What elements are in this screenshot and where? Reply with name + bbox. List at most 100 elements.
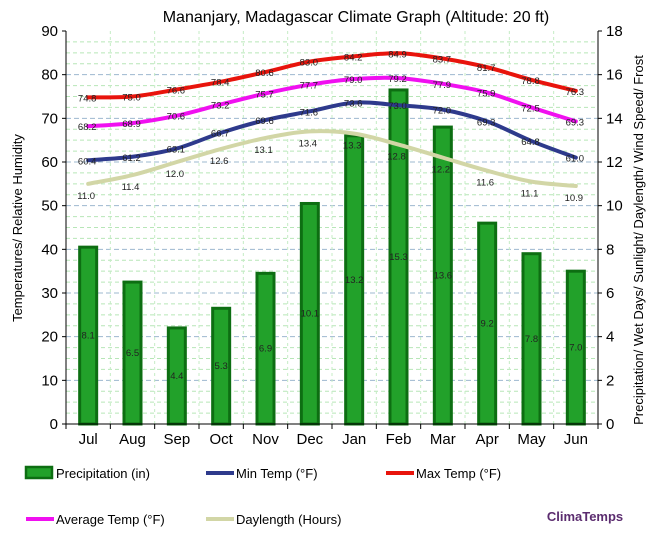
precipitation-value-label: 13.6: [434, 271, 453, 282]
max-value-label: 83.0: [300, 58, 319, 69]
precipitation-value-label: 8.1: [82, 331, 95, 342]
max-value-label: 84.2: [344, 52, 363, 63]
right-tick-label: 18: [606, 23, 623, 40]
max-value-label: 84.9: [388, 49, 407, 60]
right-tick-label: 16: [606, 67, 623, 84]
daylength-value-label: 12.6: [210, 156, 229, 167]
min-value-label: 69.3: [477, 117, 496, 128]
precipitation-value-label: 9.2: [481, 319, 494, 330]
max-value-label: 75.0: [122, 93, 141, 104]
climatemps-watermark: ClimaTemps: [547, 509, 623, 524]
x-tick-label: Jul: [79, 431, 98, 448]
daylength-value-label: 12.0: [166, 169, 185, 180]
daylength-value-label: 11.1: [521, 189, 539, 200]
legend-label: Min Temp (°F): [236, 466, 318, 481]
precipitation-value-label: 7.8: [525, 334, 538, 345]
x-tick-label: Mar: [430, 431, 456, 448]
daylength-value-label: 12.2: [432, 165, 451, 176]
precipitation-value-label: 6.5: [126, 348, 139, 359]
daylength-value-label: 12.8: [387, 152, 406, 163]
legend-item: Min Temp (°F): [206, 466, 318, 481]
x-tick-label: Jun: [564, 431, 588, 448]
daylength-value-label: 10.9: [565, 193, 584, 204]
x-tick-label: Oct: [209, 431, 233, 448]
chart-title: Mananjary, Madagascar Climate Graph (Alt…: [163, 9, 550, 26]
grid: [66, 31, 598, 424]
max-line: [86, 51, 578, 100]
max-value-label: 74.8: [78, 93, 97, 104]
x-tick-label: Dec: [296, 431, 323, 448]
min-value-label: 71.6: [300, 107, 319, 118]
average-value-label: 70.6: [167, 112, 186, 123]
right-tick-label: 0: [606, 416, 614, 433]
legend-label: Precipitation (in): [56, 466, 150, 481]
max-value-label: 83.7: [433, 55, 452, 66]
max-value-label: 80.6: [255, 68, 274, 79]
min-value-label: 60.4: [78, 156, 97, 167]
left-tick-label: 80: [41, 67, 58, 84]
left-tick-label: 30: [41, 285, 58, 302]
x-tick-label: Apr: [475, 431, 498, 448]
precipitation-value-label: 10.1: [301, 309, 320, 320]
precipitation-value-label: 15.3: [389, 252, 408, 263]
average-value-label: 77.7: [300, 81, 319, 92]
legend-item: Daylength (Hours): [206, 512, 342, 527]
average-value-label: 75.9: [477, 89, 496, 100]
left-tick-label: 40: [41, 241, 58, 258]
legend: Precipitation (in) Min Temp (°F) Max Temp …: [24, 465, 501, 527]
x-tick-label: May: [517, 431, 546, 448]
daylength-value-label: 11.6: [476, 178, 494, 189]
max-value-label: 76.3: [566, 87, 585, 98]
left-tick-label: 70: [41, 110, 58, 127]
average-line: [86, 75, 578, 129]
right-tick-label: 2: [606, 372, 614, 389]
legend-item: Max Temp (°F): [386, 466, 501, 481]
daylength-value-label: 13.1: [254, 145, 273, 156]
min-value-label: 61.2: [122, 153, 141, 164]
average-value-label: 75.7: [255, 89, 274, 100]
legend-label: Max Temp (°F): [416, 466, 501, 481]
x-tick-label: Jan: [342, 431, 366, 448]
right-tick-label: 8: [606, 241, 614, 258]
left-axis-label: Temperatures/ Relative Humidity: [10, 134, 25, 322]
min-value-label: 73.0: [388, 101, 407, 112]
left-tick-label: 60: [41, 154, 58, 171]
max-value-label: 76.6: [167, 86, 186, 97]
x-tick-label: Nov: [252, 431, 279, 448]
min-value-label: 72.0: [433, 106, 452, 117]
average-value-label: 68.2: [78, 122, 97, 133]
legend-label: Average Temp (°F): [56, 512, 165, 527]
min-value-label: 69.6: [255, 116, 274, 127]
left-tick-label: 10: [41, 372, 58, 389]
series-lines: [86, 51, 578, 189]
precipitation-value-label: 7.0: [569, 343, 582, 354]
max-value-label: 81.7: [477, 63, 496, 74]
data-labels: 8.1 6.5 4.4 5.3 6.9 10.1 13.2 15.3 13.6 9.2 7.8 7.0…: [77, 49, 584, 382]
average-value-label: 79.2: [388, 74, 407, 85]
min-value-label: 63.1: [167, 144, 186, 155]
x-tick-label: Sep: [163, 431, 190, 448]
precipitation-value-label: 13.2: [345, 275, 364, 286]
daylength-value-label: 13.4: [299, 138, 318, 149]
daylength-value-label: 13.3: [343, 141, 362, 152]
average-value-label: 73.2: [211, 100, 230, 111]
min-value-label: 73.6: [344, 99, 363, 110]
min-line: [86, 100, 578, 163]
average-value-label: 79.0: [344, 75, 363, 86]
max-value-label: 78.4: [211, 78, 230, 89]
left-tick-label: 50: [41, 198, 58, 215]
daylength-line: [86, 129, 578, 189]
precipitation-value-label: 4.4: [170, 371, 183, 382]
left-tick-label: 20: [41, 329, 58, 346]
max-value-label: 78.8: [521, 76, 540, 87]
min-value-label: 64.8: [521, 137, 540, 148]
x-tick-label: Feb: [386, 431, 412, 448]
legend-swatch-bar: [24, 465, 54, 480]
daylength-value-label: 11.0: [77, 191, 95, 202]
right-tick-label: 10: [606, 198, 623, 215]
average-value-label: 69.3: [566, 117, 585, 128]
min-value-label: 66.7: [211, 129, 230, 140]
legend-label: Daylength (Hours): [236, 512, 342, 527]
precipitation-value-label: 6.9: [259, 344, 272, 355]
